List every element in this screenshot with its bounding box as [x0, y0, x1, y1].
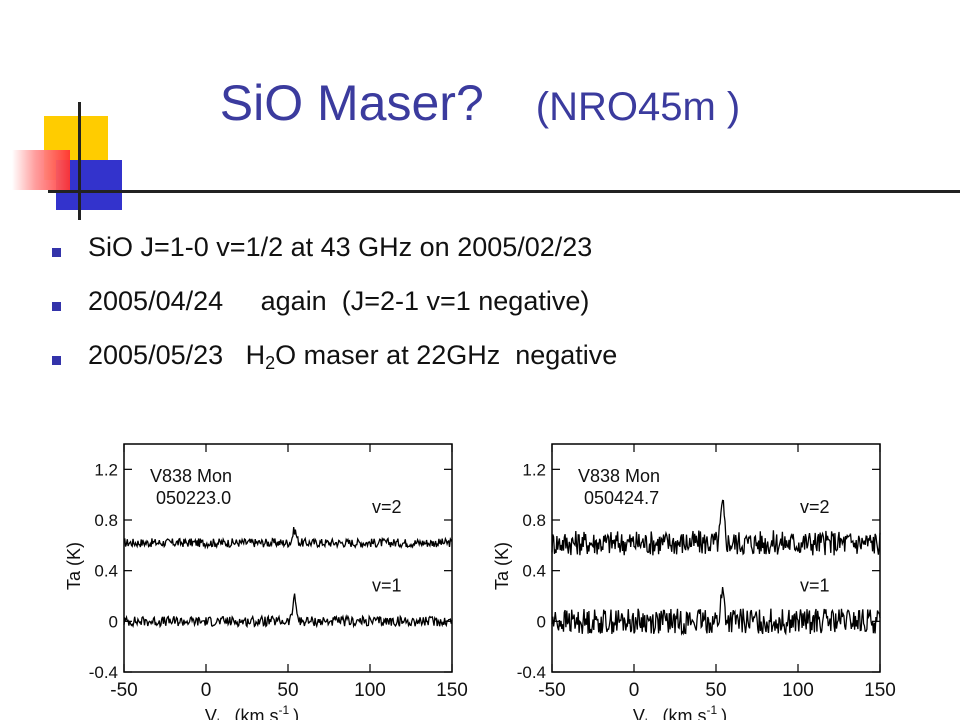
x-axis-label: Vlsr(km s-1) — [205, 703, 299, 720]
x-tick-label: -50 — [110, 680, 137, 701]
y-tick-label: 0.4 — [522, 562, 546, 581]
bullet-text: SiO J=1-0 v=1/2 at 43 GHz on 2005/02/23 — [88, 232, 593, 262]
series-label: v=1 — [372, 575, 402, 595]
y-tick-label: 0.8 — [94, 511, 118, 530]
y-tick-label: 0.4 — [94, 562, 118, 581]
series-line — [123, 593, 453, 629]
y-tick-label: 0 — [109, 612, 118, 631]
bullet-square-icon — [52, 356, 61, 365]
bullet-square-icon — [52, 248, 61, 257]
bullet-item: SiO J=1-0 v=1/2 at 43 GHz on 2005/02/23 — [50, 232, 592, 286]
x-tick-label: 0 — [629, 680, 640, 701]
logo-red-square — [12, 150, 70, 190]
series-label: v=1 — [800, 575, 830, 595]
series-label: v=2 — [800, 497, 830, 517]
x-tick-label: 50 — [705, 680, 726, 701]
x-tick-label: 50 — [277, 680, 298, 701]
spectrum-chart-050223: -0.4 0 0.4 0.8 1.2 -50 0 50 100 150 Ta (K) Vlsr(km … — [64, 443, 468, 720]
chart-subtitle: 050223.0 — [156, 488, 231, 508]
y-tick-label: 0.8 — [522, 511, 546, 530]
series-label: v=2 — [372, 497, 402, 517]
series-line — [551, 499, 881, 556]
title-main: SiO Maser? — [219, 75, 484, 131]
chart-subtitle: 050424.7 — [584, 488, 659, 508]
x-tick-label: 100 — [782, 680, 814, 701]
title-sub: (NRO45m ) — [535, 85, 741, 129]
bullet-item: 2005/05/23 H2O maser at 22GHz negative — [50, 340, 617, 394]
x-tick-label: -50 — [538, 680, 565, 701]
series-line — [551, 587, 881, 636]
chart-title: V838 Mon — [578, 466, 660, 486]
logo-vertical-line — [78, 102, 81, 220]
y-axis-label: Ta (K) — [64, 542, 84, 590]
chart-title: V838 Mon — [150, 466, 232, 486]
slide-title: SiO Maser? (NRO45m ) — [0, 74, 960, 132]
title-underline — [48, 190, 960, 193]
bullet-square-icon — [52, 302, 61, 311]
x-tick-label: 100 — [354, 680, 386, 701]
spectrum-chart-050424: -0.4 0 0.4 0.8 1.2 -50 0 50 100 150 Ta (K) Vlsr(km … — [492, 443, 896, 720]
y-tick-label: 1.2 — [94, 460, 118, 479]
bullet-text: 2005/05/23 H2O maser at 22GHz negative — [88, 340, 618, 373]
y-axis-label: Ta (K) — [492, 542, 512, 590]
series-line — [123, 527, 453, 550]
bullet-list: SiO J=1-0 v=1/2 at 43 GHz on 2005/02/23 … — [50, 232, 617, 394]
x-tick-label: 150 — [436, 680, 468, 701]
y-tick-label: 0 — [537, 612, 546, 631]
bullet-text: 2005/04/24 again (J=2-1 v=1 negative) — [88, 286, 590, 316]
y-tick-label: -0.4 — [89, 663, 118, 682]
x-tick-label: 150 — [864, 680, 896, 701]
y-tick-label: -0.4 — [517, 663, 546, 682]
x-axis-label: Vlsr(km s-1) — [633, 703, 727, 720]
y-tick-label: 1.2 — [522, 460, 546, 479]
x-tick-label: 0 — [201, 680, 212, 701]
bullet-item: 2005/04/24 again (J=2-1 v=1 negative) — [50, 286, 589, 340]
